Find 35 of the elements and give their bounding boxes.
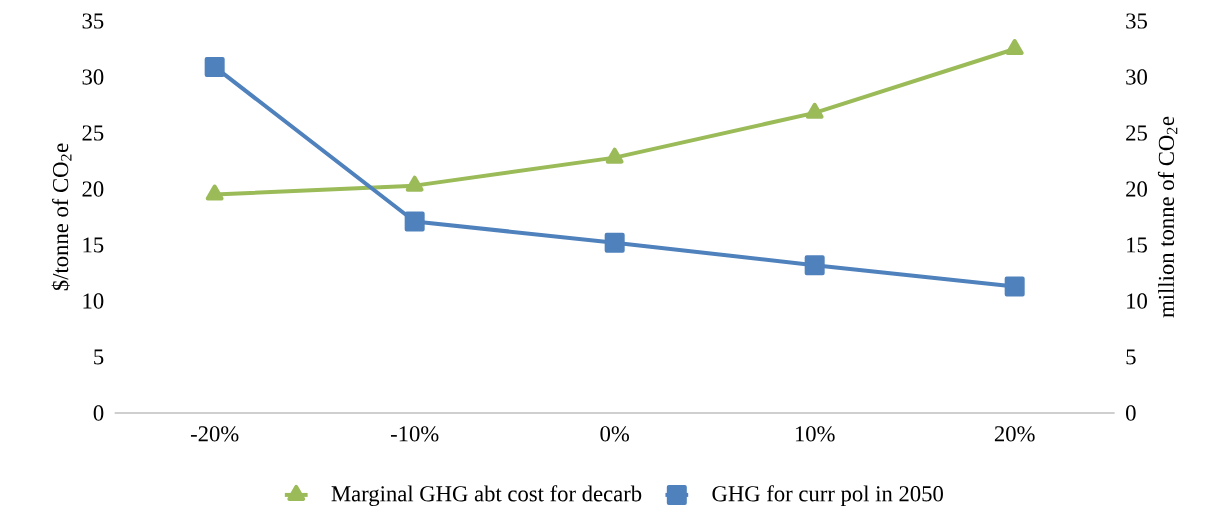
y2-tick-label: 35 [1126, 13, 1147, 29]
y2-tick-label: 25 [1126, 125, 1147, 141]
point [404, 211, 425, 232]
x-tick-label: -20% [190, 426, 239, 442]
y-tick-label: 0 [93, 405, 104, 421]
x-tick-label: 10% [795, 426, 835, 442]
y2-axis-title: million tonne of CO$_{2}$e [1157, 116, 1178, 318]
y-tick-label: 5 [94, 349, 104, 365]
y2-tick-label: 10 [1127, 293, 1147, 309]
point [604, 232, 625, 253]
y-axis-title: $/tonne of CO$_{2}$e [51, 143, 72, 291]
y-tick-label: 35 [82, 13, 104, 29]
x-tick-label: -10% [390, 426, 439, 442]
point [1004, 276, 1025, 297]
point [804, 255, 825, 276]
y2-tick-label: 30 [1126, 69, 1147, 85]
point [205, 184, 224, 201]
y2-tick-label: 20 [1126, 181, 1147, 197]
legend-label: GHG for curr pol in 2050 [712, 485, 943, 507]
y2-tick-label: 0 [1126, 405, 1136, 421]
point [204, 56, 225, 77]
y-tick-label: 15 [83, 237, 104, 253]
y2-tick-label: 5 [1126, 349, 1136, 365]
legend-label: Marginal GHG abt cost for decarb [331, 485, 642, 507]
point [405, 175, 424, 192]
y-tick-label: 25 [82, 125, 104, 141]
y-tick-label: 30 [82, 69, 104, 85]
point [605, 147, 624, 164]
point [1005, 39, 1024, 55]
x-tick-label: 0% [600, 426, 629, 442]
x-tick-label: 20% [994, 426, 1035, 442]
point [805, 102, 824, 119]
y-tick-label: 10 [83, 293, 104, 309]
y-tick-label: 20 [82, 181, 104, 197]
y2-tick-label: 15 [1127, 237, 1147, 253]
